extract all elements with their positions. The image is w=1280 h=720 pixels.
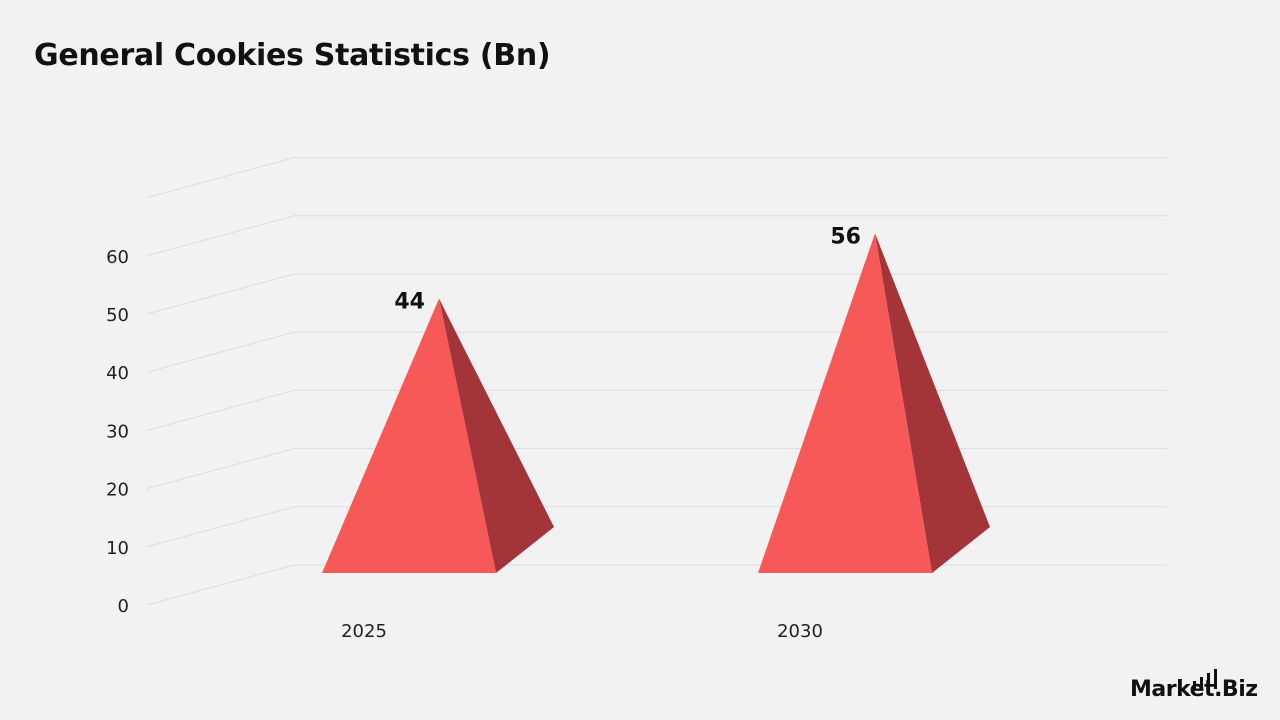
- gridline-depth: [146, 564, 295, 606]
- pyramid-side-2030: [875, 233, 990, 574]
- y-axis-ticks: 0 10 20 30 40 50 60: [106, 247, 129, 617]
- data-label-2025: 44: [394, 290, 425, 315]
- x-axis-ticks: 2025 2030: [341, 621, 823, 642]
- gridline-depth: [146, 506, 295, 548]
- y-tick-label: 20: [106, 480, 129, 501]
- logo-text-suffix: .Biz: [1214, 677, 1258, 702]
- pyramid-side-2025: [439, 298, 554, 573]
- gridlines: [146, 157, 1167, 606]
- y-tick-label: 60: [106, 247, 129, 268]
- y-tick-label: 40: [106, 363, 129, 384]
- x-tick-label-2025: 2025: [341, 621, 387, 642]
- chart-title: General Cookies Statistics (Bn): [34, 38, 551, 73]
- gridline-depth: [146, 331, 295, 373]
- gridline-depth: [146, 157, 295, 199]
- y-tick-label: 50: [106, 305, 129, 326]
- y-tick-label: 10: [106, 538, 129, 559]
- x-tick-label-2030: 2030: [777, 621, 823, 642]
- pyramid-face-2025: [322, 298, 496, 573]
- bar-graph-icon: [1193, 669, 1217, 689]
- gridline-depth: [146, 273, 295, 315]
- y-tick-label: 0: [118, 596, 129, 617]
- gridline-depth: [146, 215, 295, 257]
- y-tick-label: 30: [106, 421, 129, 442]
- gridline-depth: [146, 389, 295, 431]
- gridline-depth: [146, 448, 295, 490]
- data-labels: 44 56: [394, 224, 861, 314]
- data-label-2030: 56: [830, 224, 861, 249]
- pyramid-face-2030: [758, 233, 932, 574]
- marketbiz-logo: Market.Biz: [1130, 669, 1258, 707]
- pyramid-bars: [322, 233, 990, 574]
